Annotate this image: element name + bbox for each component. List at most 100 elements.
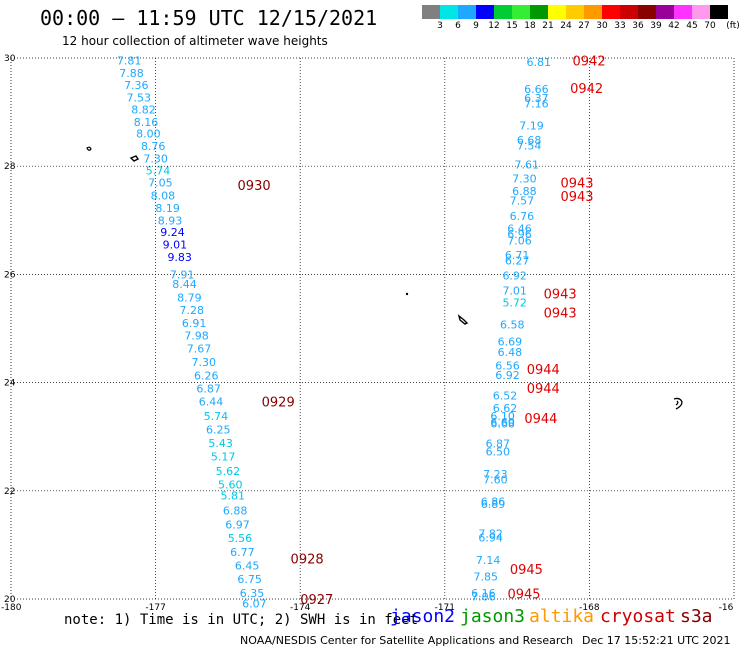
color-swatch-11 — [620, 5, 638, 19]
wave-height-value: 6.69 — [498, 335, 523, 348]
wave-height-value: 7.30 — [192, 356, 217, 369]
color-swatch-13 — [656, 5, 674, 19]
wave-height-value: 6.87 — [196, 383, 221, 396]
wave-height-value: 6.60 — [490, 416, 515, 429]
color-swatch-6 — [530, 5, 548, 19]
pass-time-label: 0944 — [527, 382, 560, 397]
wave-height-value: 5.74 — [146, 165, 171, 178]
wave-height-value: 6.48 — [498, 346, 523, 359]
color-scale-label: 15 — [506, 21, 518, 31]
wave-height-value: 7.30 — [143, 153, 168, 166]
color-scale-label: 21 — [542, 21, 554, 31]
wave-height-value: 8.82 — [131, 103, 156, 116]
footer-organization: NOAA/NESDIS Center for Satellite Applica… — [240, 634, 574, 647]
color-scale-label: 12 — [488, 21, 500, 31]
units-note: note: 1) Time is in UTC; 2) SWH is in fe… — [64, 612, 419, 628]
latitude-tick-label: 22 — [4, 487, 15, 497]
wave-height-value: 6.25 — [206, 424, 231, 437]
color-swatch-2 — [458, 5, 476, 19]
color-scale-label: (ft) — [726, 21, 740, 31]
wave-height-value: 7.85 — [474, 570, 499, 583]
pass-time-label: 0943 — [544, 287, 577, 302]
color-scale-label: 39 — [650, 21, 662, 31]
wave-height-value: 8.16 — [134, 116, 159, 129]
wave-height-value: 7.98 — [184, 330, 209, 343]
pass-time-label: 0945 — [507, 588, 540, 603]
wave-height-value: 6.71 — [505, 249, 530, 262]
wave-height-value: 6.97 — [225, 518, 250, 531]
wave-height-value: 6.86 — [481, 496, 506, 509]
wave-height-value: 7.53 — [126, 91, 151, 104]
island-west-1 — [86, 146, 92, 151]
longitude-ticks: -180 -177 -174 -171 -168 -16 — [1, 603, 734, 613]
wave-height-value: 6.62 — [493, 402, 518, 415]
wave-height-value: 9.01 — [163, 239, 188, 252]
graticule — [11, 58, 734, 599]
wave-height-value: 6.94 — [478, 531, 503, 544]
pass-time-label: 0944 — [524, 412, 557, 427]
island-outlines — [86, 146, 683, 410]
wave-height-value: 6.44 — [199, 396, 224, 409]
island-dot — [405, 292, 409, 296]
color-swatch-15 — [692, 5, 710, 19]
island-west-2 — [129, 155, 140, 162]
longitude-tick-label: -180 — [1, 603, 22, 613]
wave-height-value: 7.23 — [483, 468, 508, 481]
pass-time-label: 0943 — [560, 190, 593, 205]
latitude-tick-label: 24 — [4, 379, 16, 389]
wave-height-value: 7.30 — [512, 173, 537, 186]
wave-height-value: 7.14 — [476, 554, 501, 567]
altimeter-track-east: 6.816.666.377.167.196.687.547.617.306.88… — [471, 56, 551, 604]
wave-height-value: 8.79 — [177, 292, 202, 305]
wave-height-value: 5.17 — [211, 451, 236, 464]
wave-height-value: 9.24 — [160, 226, 185, 239]
pass-time-label: 0929 — [262, 396, 295, 411]
color-swatch-3 — [476, 5, 494, 19]
wave-height-value: 6.76 — [510, 210, 535, 223]
wave-height-value: 6.45 — [235, 559, 260, 572]
wave-height-value: 6.89 — [481, 498, 506, 511]
wave-height-value: 8.93 — [158, 214, 183, 227]
wave-height-value: 7.05 — [148, 176, 173, 189]
longitude-tick-label: -177 — [145, 603, 165, 613]
wave-height-value: 5.81 — [220, 490, 245, 503]
wave-height-value: 6.37 — [524, 92, 549, 105]
wave-height-value: 5.72 — [502, 297, 527, 310]
legend-cryosat: cryosat — [600, 606, 676, 627]
map-frame — [10, 57, 735, 600]
color-swatch-10 — [602, 5, 620, 19]
wave-height-value: 7.81 — [117, 55, 142, 68]
legend-jason2: jason2 — [390, 606, 456, 627]
latitude-tick-label: 26 — [4, 270, 16, 280]
color-scale-label: 42 — [668, 21, 680, 31]
wave-height-value: 6.77 — [230, 546, 255, 559]
island-central — [457, 314, 469, 325]
color-swatch-12 — [638, 5, 656, 19]
wave-height-value: 6.88 — [512, 185, 537, 198]
color-swatch-4 — [494, 5, 512, 19]
longitude-tick-label: -168 — [579, 603, 600, 613]
color-swatch-5 — [512, 5, 530, 19]
wave-height-value: 7.16 — [524, 97, 549, 110]
pass-time-label: 0927 — [300, 593, 333, 608]
pass-time-label: 0942 — [573, 55, 606, 70]
wave-height-value: 6.27 — [505, 254, 530, 267]
wave-height-value: 5.74 — [204, 410, 229, 423]
color-scale-labels: 3 6 9 12 15 18 21 24 27 30 33 36 39 42 45 70 (ft) — [422, 21, 740, 33]
longitude-tick-label: -174 — [290, 603, 311, 613]
wave-height-value: 6.81 — [527, 56, 552, 69]
color-swatch-1 — [440, 5, 458, 19]
color-scale-label: 27 — [578, 21, 590, 31]
wave-height-value: 7.06 — [471, 590, 496, 603]
pass-times: 0930092909280927094209420943094309430943… — [238, 55, 606, 608]
color-scale-label: 45 — [686, 21, 698, 31]
wave-height-value: 6.96 — [507, 228, 532, 241]
wave-height-value: 7.19 — [519, 120, 544, 133]
color-swatch-16 — [710, 5, 728, 19]
longitude-tick-label: -171 — [435, 603, 455, 613]
wave-height-value: 5.60 — [218, 478, 243, 491]
wave-height-value: 6.26 — [194, 370, 219, 383]
wave-height-value: 8.76 — [141, 140, 166, 153]
legend-altika: altika — [529, 606, 595, 627]
wave-height-value: 5.62 — [216, 465, 241, 478]
